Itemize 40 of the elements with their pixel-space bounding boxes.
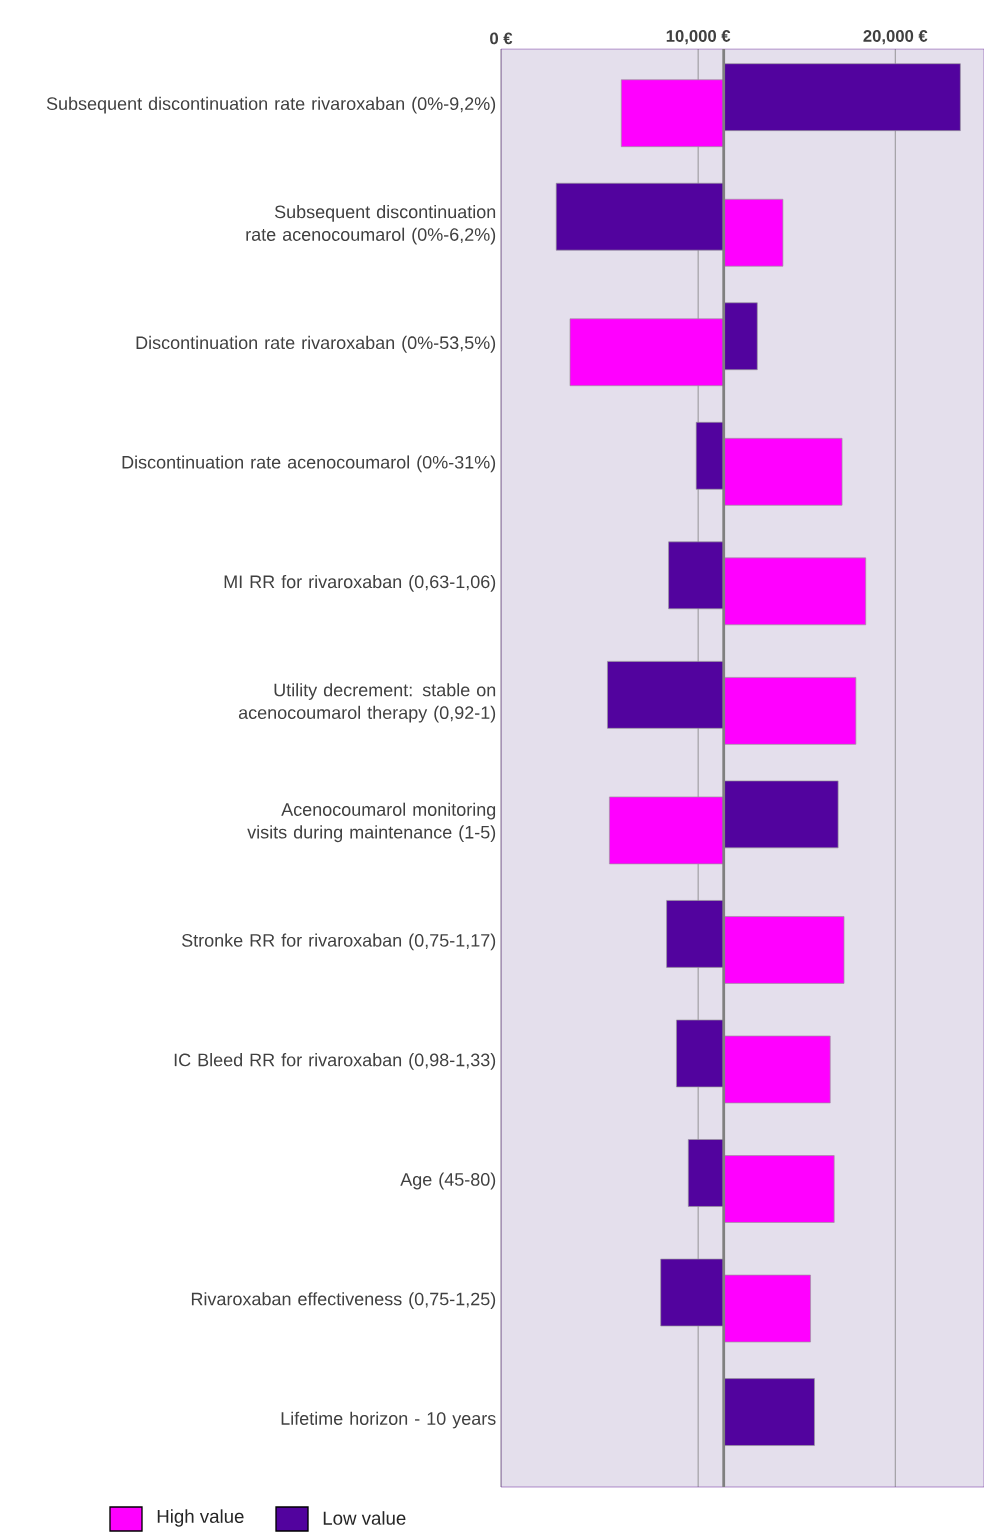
bar xyxy=(555,182,725,251)
bar xyxy=(607,661,725,729)
y-tick-label: Acenocoumarol monitoring visits during maintenance (1-5) xyxy=(247,802,496,843)
y-tick-label: Subsequent discontinuation rate rivaroxaban (0%-9,2%) xyxy=(46,96,496,114)
bar xyxy=(668,541,725,610)
bar xyxy=(723,437,843,506)
legend-label: High value xyxy=(157,1509,244,1527)
bar xyxy=(687,1139,725,1207)
y-tick-label: Discontinuation rate acenocoumarol (0%-31%) xyxy=(122,455,496,473)
y-tick-label: Stronke RR for rivaroxaban (0,75-1,17) xyxy=(181,933,496,951)
y-tick-label: MI RR for rivaroxaban (0,63-1,06) xyxy=(224,574,496,592)
x-tick-label: 0 € xyxy=(490,32,513,45)
bar xyxy=(695,421,725,490)
y-tick-label: Rivaroxaban effectiveness (0,75-1,25) xyxy=(191,1292,496,1309)
bar xyxy=(723,1274,811,1343)
y-tick-label: IC Bleed RR for rivaroxaban (0,98-1,33) xyxy=(174,1053,496,1070)
bar xyxy=(620,79,725,148)
bar xyxy=(723,1378,815,1446)
y-tick-label: Subsequent discontinuation rate acenocoumarol (0%-6,2%) xyxy=(246,205,496,245)
bar xyxy=(723,557,867,626)
y-tick-label: Age (45-80) xyxy=(400,1172,496,1190)
y-tick-label: Lifetime horizon - 10 years xyxy=(281,1411,496,1429)
bar xyxy=(723,780,839,849)
bar xyxy=(660,1258,725,1327)
legend-label: Low value xyxy=(323,1511,406,1525)
bar xyxy=(666,900,725,968)
y-tick-label: Discontinuation rate rivaroxaban (0%-53,5%) xyxy=(136,335,496,353)
bar xyxy=(723,302,758,371)
bar xyxy=(723,1035,831,1104)
bar xyxy=(723,198,784,267)
x-tick-label: 10,000 € xyxy=(666,30,731,45)
bar xyxy=(609,796,725,865)
bar xyxy=(723,1155,835,1223)
x-tick-label: 20,000 € xyxy=(863,30,928,45)
bar xyxy=(723,677,857,745)
bar xyxy=(676,1019,725,1088)
bar xyxy=(723,916,845,984)
y-tick-label: Utility decrement: stable on acenocoumarol therapy (0,92-1) xyxy=(238,683,496,723)
bar xyxy=(723,63,961,131)
bar xyxy=(569,318,725,387)
